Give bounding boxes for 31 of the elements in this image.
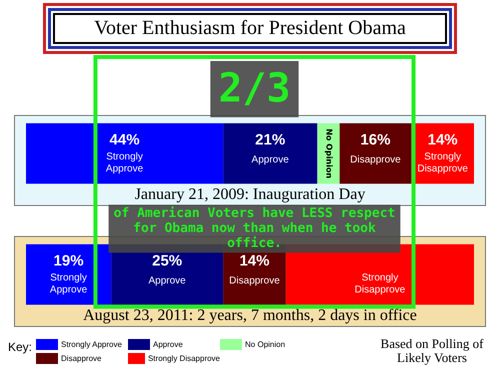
text: Strongly Disapprove <box>354 272 406 296</box>
bar <box>26 123 224 184</box>
y-tick-label: January 21, 2009: Inauguration Day <box>134 186 366 203</box>
text: Strongly Approve <box>50 272 88 296</box>
data-label: 14% <box>428 132 458 149</box>
annotation: of American Voters have LESS respect for Obama now than when he took office. <box>114 206 396 252</box>
text: Disapprove <box>229 275 280 286</box>
text: Based on Polling of Likely Voters <box>380 336 484 366</box>
legend-label: Strongly Approve <box>61 340 122 349</box>
annotation: 2/3 <box>218 66 291 112</box>
bar <box>223 123 318 184</box>
legend-title: Key: <box>8 340 32 354</box>
legend-label: Disapprove <box>61 354 102 363</box>
legend-label: Strongly Disapprove <box>148 354 220 363</box>
text: Disapprove <box>350 154 401 166</box>
data-label: 21% <box>255 132 286 149</box>
chart-title: Voter Enthusiasm for President Obama <box>53 13 447 44</box>
data-label: 19% <box>54 252 84 270</box>
legend-label: No Opinion <box>245 340 286 349</box>
text: Approve <box>148 275 186 286</box>
text: Approve <box>252 154 289 166</box>
text: Strongly Disapprove <box>417 151 468 174</box>
bar <box>340 123 412 184</box>
y-tick-label: August 23, 2011: 2 years, 7 months, 2 days in office <box>83 306 417 324</box>
data-label: 16% <box>360 132 390 149</box>
data-label: 14% <box>239 252 270 270</box>
text: Strongly Approve <box>106 151 144 174</box>
data-label: 25% <box>152 252 182 270</box>
legend-label: Approve <box>153 340 183 349</box>
data-label: 44% <box>110 132 140 149</box>
text: No Opinion <box>324 128 334 178</box>
